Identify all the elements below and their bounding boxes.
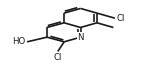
Text: Cl: Cl — [116, 14, 125, 23]
Text: Cl: Cl — [54, 53, 62, 62]
Text: HO: HO — [12, 37, 26, 46]
Text: N: N — [77, 33, 84, 42]
